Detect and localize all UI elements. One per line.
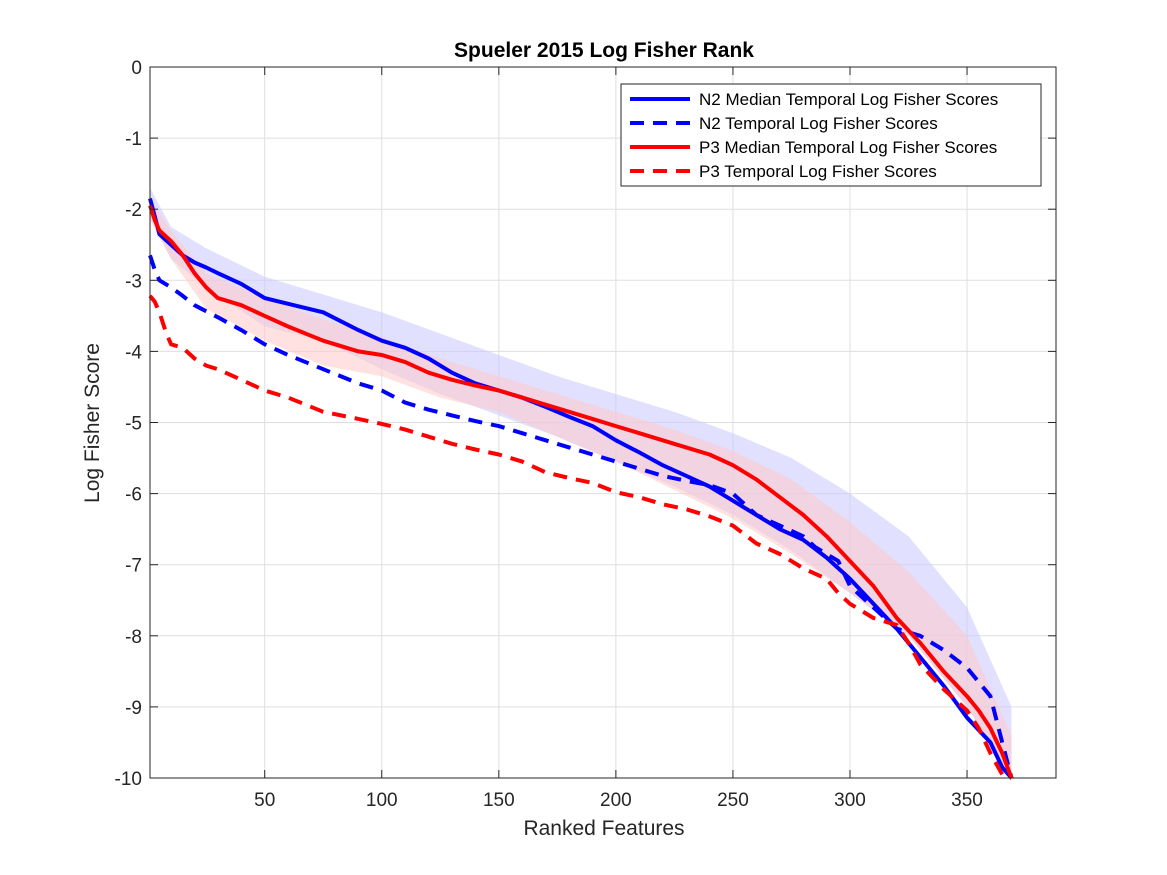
- legend-label: N2 Temporal Log Fisher Scores: [699, 114, 938, 133]
- x-tick-label: 50: [254, 790, 275, 811]
- x-tick-label: 200: [600, 790, 632, 811]
- y-tick-label: 0: [131, 58, 142, 79]
- y-tick-label: -10: [115, 769, 142, 790]
- y-tick-label: -2: [125, 200, 142, 221]
- y-tick-label: -5: [125, 414, 142, 435]
- y-axis-label: Log Fisher Score: [81, 343, 104, 503]
- axes: 50 100 150 200 250 300 350 0 -1 -2 -3 -4 -5 -6 -7 -8 -9 -…: [115, 58, 1057, 811]
- legend-box: [620, 83, 1042, 187]
- series-lines: [148, 197, 1014, 780]
- legend: N2 Median Temporal Log Fisher Scores N2 T…: [620, 83, 1042, 187]
- x-tick-label: 350: [951, 790, 983, 811]
- y-tick-label: -1: [125, 129, 142, 150]
- y-tick-label: -4: [125, 342, 142, 363]
- y-tick-label: -7: [125, 556, 142, 577]
- series-line: [148, 294, 1013, 780]
- series-line: [148, 197, 1014, 780]
- legend-label: N2 Median Temporal Log Fisher Scores: [699, 90, 998, 109]
- legend-label: P3 Median Temporal Log Fisher Scores: [699, 138, 997, 157]
- y-tick-label: -8: [125, 627, 142, 648]
- chart-title: Spueler 2015 Log Fisher Rank: [454, 39, 754, 62]
- y-tick-label: -6: [125, 485, 142, 506]
- band-area: [150, 198, 1012, 778]
- y-tick-label: -9: [125, 698, 142, 719]
- y-tick-label: -3: [125, 271, 142, 292]
- series-line: [148, 204, 1014, 779]
- x-tick-label: 250: [717, 790, 749, 811]
- x-tick-label: 300: [834, 790, 866, 811]
- legend-label: P3 Temporal Log Fisher Scores: [699, 162, 937, 181]
- x-tick-label: 150: [483, 790, 515, 811]
- x-axis-label: Ranked Features: [523, 817, 684, 840]
- x-tick-label: 100: [366, 790, 398, 811]
